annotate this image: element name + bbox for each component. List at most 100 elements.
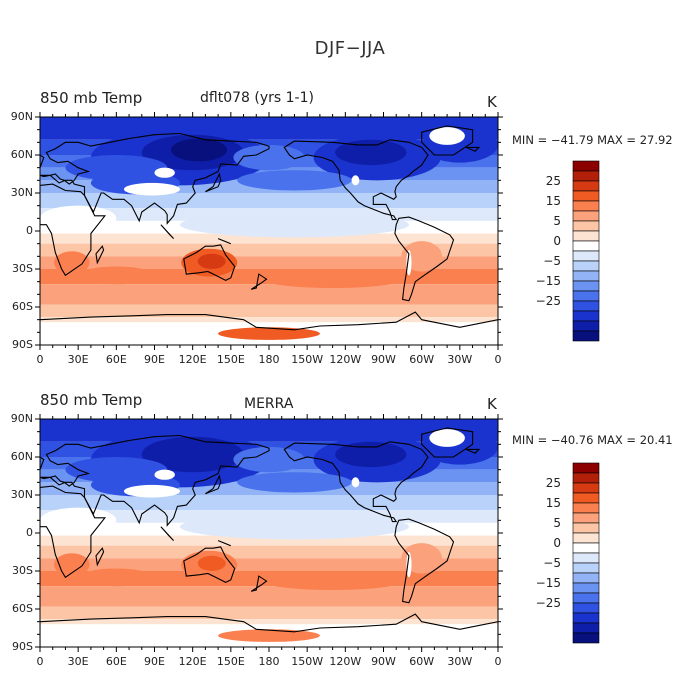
colorbar [572, 462, 600, 644]
lat-tick-label: 30N [10, 186, 33, 199]
temperature-field [40, 419, 498, 647]
colorbar-swatch [572, 472, 600, 484]
lon-tick-label: 180 [258, 655, 280, 668]
colorbar-swatch [572, 522, 600, 534]
sumatra [160, 224, 175, 239]
lat-tick-label: 90N [10, 412, 33, 425]
north-america-coast [283, 441, 429, 523]
colorbar-swatch [572, 602, 600, 614]
colorbar-label: 15 [545, 496, 561, 510]
lat-tick-label: 60N [10, 148, 33, 161]
colorbar [572, 160, 600, 342]
new-guinea [217, 238, 232, 245]
africa-coast [40, 183, 107, 277]
colorbar-swatch [572, 492, 600, 504]
lat-tick-label: 0 [26, 526, 33, 539]
lat-tick-label: 30N [10, 488, 33, 501]
lat-tick-label: 60S [12, 300, 33, 313]
new-guinea [217, 540, 232, 547]
colorbar-label: 25 [545, 476, 561, 490]
australia-coast [183, 244, 236, 282]
colorbar-label: −25 [535, 294, 561, 308]
lat-tick-label: 30S [12, 262, 33, 275]
africa-coast [40, 485, 107, 579]
lon-tick-label: 60W [409, 353, 435, 366]
iceland [465, 448, 481, 454]
lon-tick-label: 90E [144, 655, 165, 668]
colorbar-swatch [572, 582, 600, 594]
panel2-units-label: K [487, 395, 497, 413]
greenland-mask [429, 429, 465, 447]
colorbar-label: −5 [543, 254, 561, 268]
colorbar-swatch [572, 502, 600, 514]
japan-coast [205, 172, 222, 193]
lon-tick-label: 30W [447, 655, 473, 668]
lon-tick-label: 0 [36, 655, 44, 668]
lat-tick-label: 90S [12, 338, 33, 351]
colorbar-swatch [572, 542, 600, 554]
north-america-coast [283, 139, 429, 221]
colorbar-swatch [572, 592, 600, 604]
lon-tick-label: 90E [144, 353, 165, 366]
tibet-mask [123, 484, 180, 498]
lat-tick-label: 90N [10, 110, 33, 123]
colorbar-swatch [572, 572, 600, 584]
north-sea-coast [40, 154, 45, 168]
lat-tick-label: 60S [12, 602, 33, 615]
lon-tick-label: 180 [258, 353, 280, 366]
sumatra [160, 526, 175, 541]
lat-tick-label: 30S [12, 564, 33, 577]
panel1-stats: MIN = −41.79 MAX = 27.92 [512, 133, 673, 147]
lon-tick-label: 30E [67, 353, 89, 366]
antarctica-coast [40, 613, 498, 647]
colorbar-label: −15 [535, 576, 561, 590]
colorbar-swatch [572, 532, 600, 544]
new-zealand [250, 273, 268, 290]
lon-tick-label: 90W [371, 655, 396, 668]
greenland-mask [429, 127, 465, 145]
greenland-coast [421, 427, 474, 458]
lat-tick-label: 0 [26, 224, 33, 237]
colorbar-label: −15 [535, 274, 561, 288]
lon-tick-label: 0 [36, 353, 44, 366]
colorbar-swatch [572, 552, 600, 564]
lon-tick-label: 30W [447, 353, 473, 366]
lon-tick-label: 150E [216, 353, 245, 366]
lon-tick-label: 30E [67, 655, 89, 668]
lon-tick-label: 150W [291, 655, 324, 668]
colorbar-label: 5 [553, 214, 561, 228]
lon-tick-label: 90W [371, 353, 396, 366]
colorbar-label: 15 [545, 194, 561, 208]
south-america-coast [394, 518, 455, 604]
tibet-mask [123, 182, 180, 196]
figure-title: DJF−JJA [314, 38, 386, 59]
colorbar-label: 5 [553, 516, 561, 530]
panel1-source-label: dflt078 (yrs 1-1) [200, 90, 314, 106]
lon-tick-label: 150E [216, 655, 245, 668]
lon-tick-label: 120W [329, 655, 362, 668]
lon-tick-label: 0 [494, 353, 502, 366]
colorbar-swatch [572, 330, 600, 342]
colorbar-swatch [572, 462, 600, 474]
madagascar [95, 245, 105, 265]
lon-tick-label: 0 [494, 655, 502, 668]
panel1-units-label: K [487, 93, 497, 111]
lon-tick-label: 60W [409, 655, 435, 668]
lon-tick-label: 120E [178, 655, 207, 668]
panel2-source-label: MERRA [244, 396, 294, 412]
colorbar-swatch [572, 612, 600, 624]
eurasia-coast [40, 132, 270, 225]
lon-tick-label: 60E [105, 353, 127, 366]
panel2-variable-label: 850 mb Temp [40, 391, 143, 409]
lon-tick-label: 60E [105, 655, 127, 668]
colorbar-swatch [572, 482, 600, 494]
madagascar [95, 547, 105, 567]
colorbar-label: −25 [535, 596, 561, 610]
lat-tick-label: 60N [10, 450, 33, 463]
eurasia-coast [40, 434, 270, 527]
lon-tick-label: 150W [291, 353, 324, 366]
north-sea-coast [40, 456, 45, 470]
japan-coast [205, 474, 222, 495]
south-america-coast [394, 216, 455, 302]
